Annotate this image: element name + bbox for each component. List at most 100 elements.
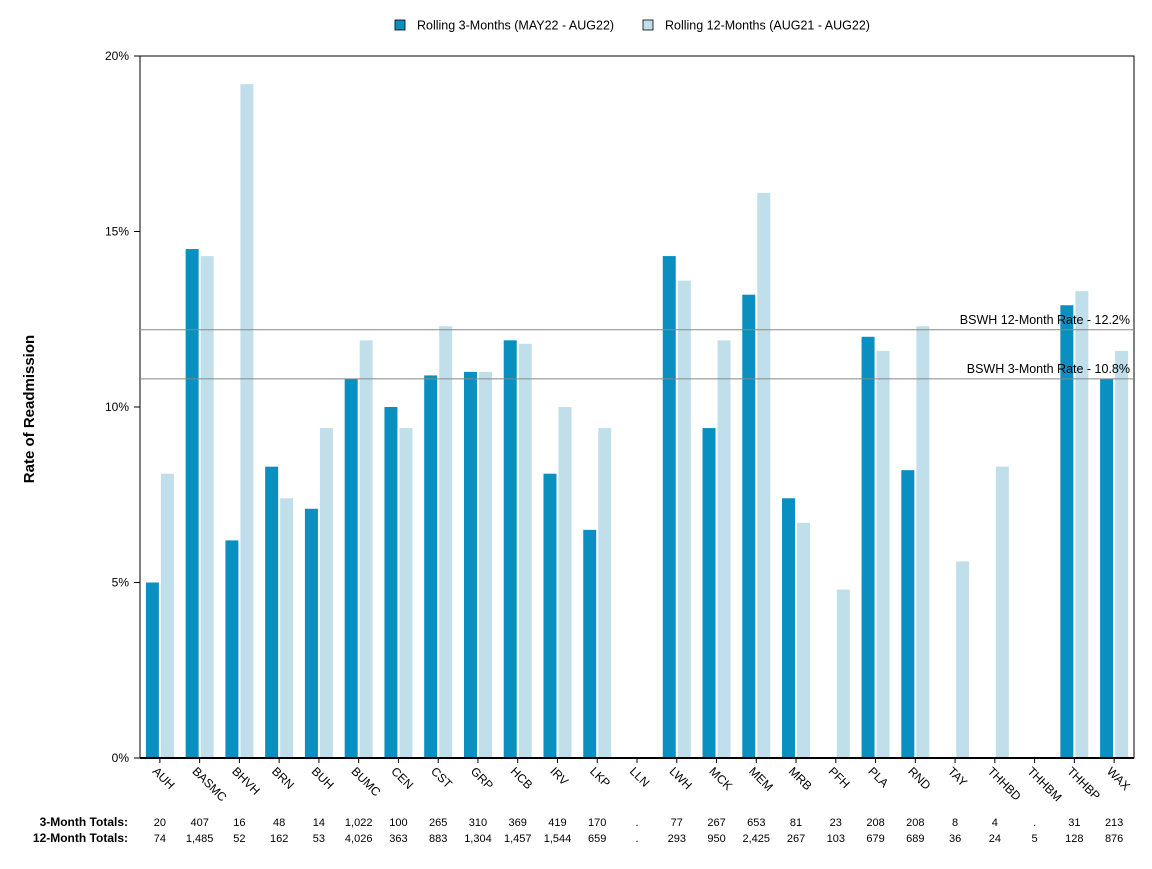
twelve-month-total-mem: 2,425 [743, 833, 771, 845]
three-month-total-thhbd: 4 [992, 817, 998, 829]
twelve-month-total-pla: 679 [866, 833, 884, 845]
twelve-month-total-buh: 53 [313, 833, 325, 845]
twelve-month-total-bumc: 4,026 [345, 833, 373, 845]
three-month-total-brn: 48 [273, 817, 285, 829]
totals-table: 3-Month Totals: 12-Month Totals: 20 74 407… [33, 815, 1123, 845]
x-tick-label-lwh: LWH [667, 764, 695, 792]
twelve-month-total-irv: 1,544 [544, 833, 572, 845]
three-month-total-buh: 14 [313, 817, 325, 829]
three-month-total-pla: 208 [866, 817, 884, 829]
twelve-month-total-cen: 363 [389, 833, 407, 845]
x-tick-label-mck: MCK [706, 764, 735, 793]
three-month-total-thhbp: 31 [1068, 817, 1080, 829]
bar-12-month-grp [478, 371, 492, 758]
x-tick-label-thhbm: THHBM [1024, 764, 1064, 804]
twelve-month-total-cst: 883 [429, 833, 447, 845]
bars-layer [140, 84, 1134, 759]
bar-3-month-grp [463, 371, 477, 758]
x-axis: AUH BASMC BHVH BRN BUH BUMC CEN CST GRP HCB IRV LKP… [150, 758, 1133, 805]
three-month-total-lkp: 170 [588, 817, 606, 829]
legend-label-3-month: Rolling 3-Months (MAY22 - AUG22) [417, 19, 614, 33]
bar-12-month-lkp [598, 428, 612, 758]
twelve-month-total-lln: . [635, 833, 638, 845]
twelve-month-total-tay: 36 [949, 833, 961, 845]
x-tick-label-lkp: LKP [587, 764, 613, 790]
bar-3-month-lwh [662, 256, 676, 758]
x-tick-label-hcb: HCB [508, 764, 536, 792]
x-tick-label-pfh: PFH [826, 764, 853, 791]
x-tick-label-bumc: BUMC [349, 764, 384, 799]
bar-3-month-lkp [583, 529, 597, 758]
twelve-month-total-basmc: 1,485 [186, 833, 214, 845]
bar-12-month-mem [757, 192, 771, 758]
x-tick-label-thhbp: THHBP [1064, 764, 1103, 803]
twelve-month-total-auh: 74 [154, 833, 166, 845]
x-tick-label-pla: PLA [865, 764, 891, 790]
x-tick-label-lln: LLN [627, 764, 652, 789]
bar-12-month-thhbd [995, 466, 1009, 758]
x-tick-label-tay: TAY [945, 764, 970, 789]
three-month-totals-label: 3-Month Totals: [40, 815, 128, 829]
bar-12-month-bhvh [240, 84, 254, 758]
legend-label-12-month: Rolling 12-Months (AUG21 - AUG22) [665, 19, 870, 33]
x-tick-label-thhbd: THHBD [985, 764, 1024, 803]
bar-12-month-mrb [797, 522, 811, 758]
bar-12-month-basmc [200, 256, 214, 758]
bar-3-month-rnd [901, 470, 915, 758]
y-axis: 0% 5% 10% 15% 20% [105, 49, 140, 765]
twelve-month-total-bhvh: 52 [233, 833, 245, 845]
bar-3-month-hcb [503, 340, 517, 758]
bar-3-month-bhvh [225, 540, 239, 758]
bar-3-month-thhbp [1060, 305, 1074, 758]
bar-3-month-mem [742, 294, 756, 758]
legend: Rolling 3-Months (MAY22 - AUG22) Rolling… [394, 19, 870, 33]
twelve-month-total-hcb: 1,457 [504, 833, 532, 845]
bar-12-month-mck [717, 340, 731, 758]
bar-3-month-irv [543, 473, 557, 758]
bar-3-month-auh [145, 582, 159, 758]
twelve-month-total-thhbd: 24 [989, 833, 1001, 845]
three-month-total-rnd: 208 [906, 817, 924, 829]
x-tick-label-basmc: BASMC [190, 764, 230, 804]
bar-12-month-cen [399, 428, 413, 758]
bar-12-month-cst [439, 326, 453, 758]
three-month-total-pfh: 23 [830, 817, 842, 829]
three-month-total-irv: 419 [548, 817, 566, 829]
bar-3-month-buh [304, 508, 318, 758]
twelve-month-total-wax: 876 [1105, 833, 1123, 845]
x-tick-label-grp: GRP [468, 764, 496, 792]
bar-12-month-pfh [836, 589, 850, 758]
twelve-month-total-mck: 950 [707, 833, 725, 845]
legend-swatch-3-month [394, 19, 406, 31]
three-month-total-tay: 8 [952, 817, 958, 829]
x-tick-label-irv: IRV [547, 764, 571, 788]
bar-12-month-bumc [359, 340, 373, 758]
twelve-month-totals-label: 12-Month Totals: [33, 831, 128, 845]
three-month-total-lwh: 77 [671, 817, 683, 829]
three-month-total-mck: 267 [707, 817, 725, 829]
bar-12-month-tay [956, 561, 970, 758]
twelve-month-total-lkp: 659 [588, 833, 606, 845]
twelve-month-total-lwh: 293 [668, 833, 686, 845]
three-month-total-wax: 213 [1105, 817, 1123, 829]
twelve-month-total-mrb: 267 [787, 833, 805, 845]
y-axis-title: Rate of Readmission [21, 335, 38, 483]
three-month-total-mem: 653 [747, 817, 765, 829]
twelve-month-total-brn: 162 [270, 833, 288, 845]
three-month-total-lln: . [635, 817, 638, 829]
x-tick-label-mrb: MRB [786, 764, 815, 793]
bar-3-month-mrb [782, 498, 796, 758]
bar-3-month-bumc [344, 378, 358, 758]
three-month-total-basmc: 407 [190, 817, 208, 829]
twelve-month-total-rnd: 689 [906, 833, 924, 845]
y-tick-label: 20% [105, 49, 129, 63]
x-tick-label-bhvh: BHVH [229, 764, 262, 797]
bar-12-month-pla [876, 350, 890, 758]
y-tick-label: 10% [105, 400, 129, 414]
y-tick-label: 5% [112, 576, 130, 590]
three-month-total-grp: 310 [469, 817, 487, 829]
y-tick-label: 0% [112, 751, 130, 765]
bar-12-month-auh [160, 473, 174, 758]
